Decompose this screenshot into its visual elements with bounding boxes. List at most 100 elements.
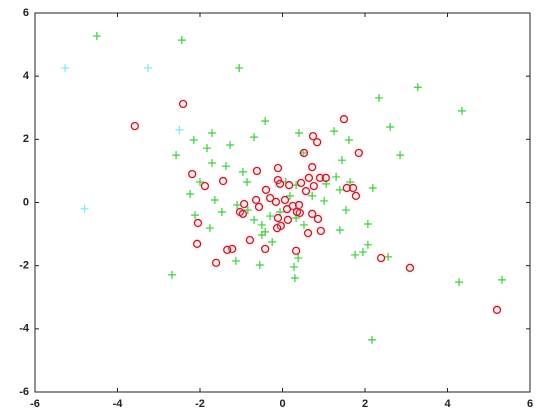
point [266, 212, 275, 221]
point [304, 173, 313, 182]
x-tick-label: 6 [527, 398, 533, 410]
point [455, 278, 464, 287]
point [275, 179, 285, 188]
point [203, 144, 212, 153]
point [238, 209, 247, 218]
point [193, 218, 203, 228]
point [144, 63, 153, 72]
point [309, 181, 318, 191]
point [167, 270, 176, 279]
point [261, 244, 270, 254]
point [189, 135, 198, 144]
point [332, 172, 341, 181]
point [219, 176, 228, 186]
point [186, 189, 195, 198]
point [273, 223, 282, 233]
point [320, 196, 329, 205]
point [342, 206, 351, 215]
point [250, 215, 259, 224]
point [308, 209, 317, 218]
point [376, 253, 386, 263]
point [290, 262, 299, 271]
point [313, 214, 323, 224]
point [313, 138, 322, 147]
point [233, 201, 242, 210]
point [210, 195, 219, 204]
point [130, 121, 139, 131]
point [363, 240, 372, 249]
point [354, 148, 363, 158]
point [351, 250, 360, 259]
point [497, 275, 506, 284]
x-tick-label: 2 [362, 398, 368, 410]
point [396, 151, 405, 160]
point [273, 213, 283, 223]
point [245, 235, 255, 245]
point [363, 219, 372, 228]
point [337, 156, 346, 165]
point [240, 199, 249, 209]
point [207, 159, 216, 168]
point [200, 181, 210, 191]
point [375, 93, 384, 102]
point [211, 258, 221, 267]
point [254, 202, 264, 212]
point [252, 195, 261, 205]
point [191, 211, 200, 220]
point [405, 263, 415, 272]
point [292, 207, 302, 217]
point [413, 83, 422, 92]
point [235, 63, 244, 72]
point [283, 215, 292, 224]
point [368, 183, 377, 192]
point [226, 141, 235, 150]
point [339, 115, 349, 124]
point [243, 177, 252, 186]
point [368, 335, 377, 344]
point [175, 125, 184, 134]
point [257, 220, 266, 229]
point [308, 132, 318, 141]
point [384, 252, 393, 261]
point [315, 173, 325, 182]
point [268, 237, 277, 246]
y-tick-label: 6 [23, 7, 29, 19]
point [296, 178, 306, 188]
point [285, 181, 294, 190]
point [252, 166, 262, 176]
point [61, 63, 70, 72]
point [266, 193, 275, 203]
point [193, 239, 202, 248]
y-tick-label: -6 [19, 386, 29, 398]
point [321, 173, 330, 182]
point [285, 191, 294, 200]
point [282, 205, 292, 214]
point [261, 117, 270, 126]
point [457, 106, 466, 115]
point [92, 32, 101, 41]
point [228, 244, 237, 254]
point [177, 36, 186, 45]
point [295, 129, 303, 138]
point [335, 225, 344, 234]
y-tick-label: -2 [19, 260, 29, 272]
point [196, 177, 204, 186]
point [172, 151, 181, 160]
point [351, 191, 361, 200]
y-tick-label: 2 [23, 133, 29, 145]
point [308, 191, 317, 200]
point [223, 245, 232, 254]
point [294, 254, 303, 263]
point [299, 220, 308, 229]
point [348, 183, 358, 193]
point [243, 206, 252, 215]
point [188, 169, 197, 179]
point [386, 123, 395, 132]
point [303, 229, 313, 238]
y-tick-label: -4 [19, 323, 30, 335]
point [330, 127, 339, 136]
point [238, 167, 247, 176]
point [250, 133, 259, 142]
point [271, 197, 280, 206]
